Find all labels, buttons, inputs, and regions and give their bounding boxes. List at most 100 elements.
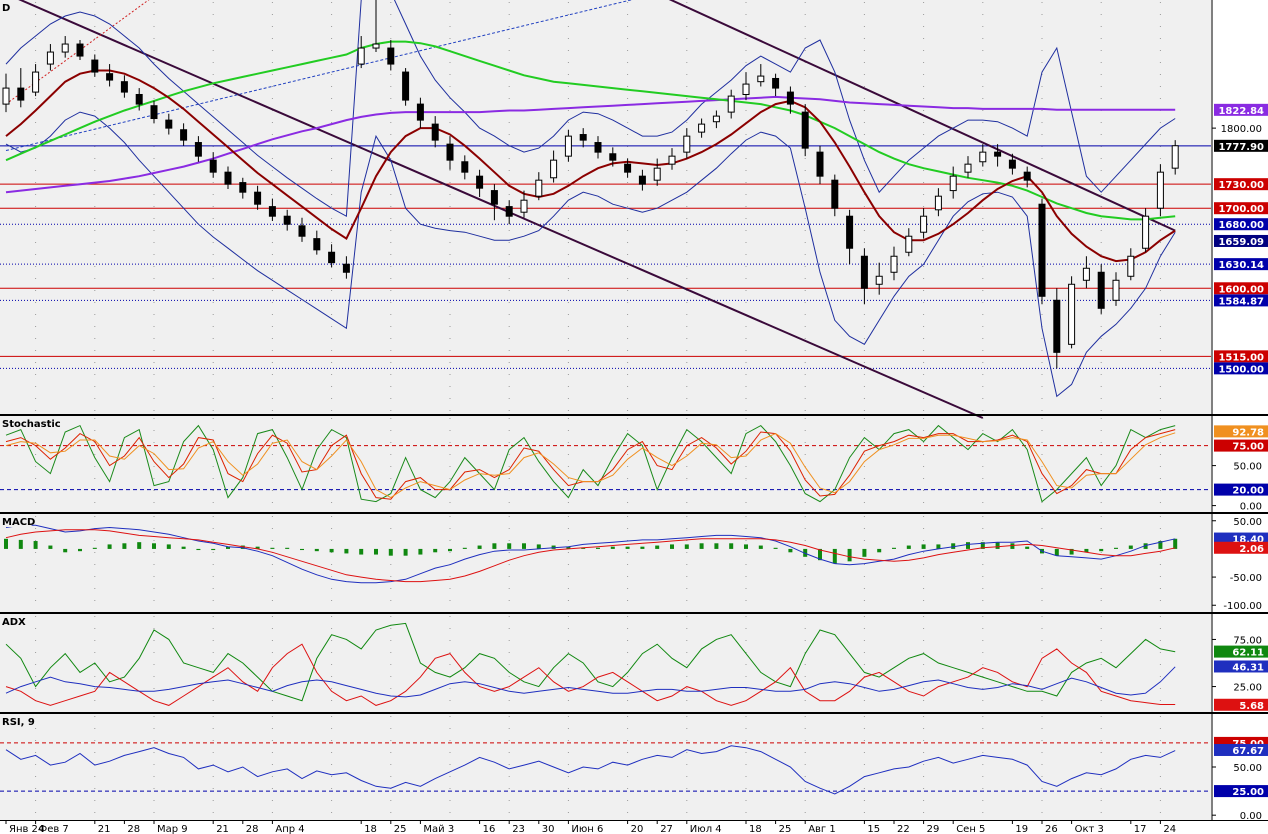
candle[interactable] [17,87,25,101]
badge-box [1214,660,1268,673]
candle[interactable] [2,87,10,105]
stochastic-panel[interactable]: 50.00 0.00 92.78 75.00 20.00 Stochastic [0,417,1268,513]
badge-value: 5.68 [1239,701,1264,712]
candle[interactable] [564,135,572,157]
candle[interactable] [91,59,99,73]
candle[interactable] [801,111,809,149]
candle[interactable] [1097,271,1105,309]
candle[interactable] [46,51,54,65]
candle[interactable] [1171,145,1179,169]
candle[interactable] [357,47,365,65]
candle[interactable] [727,95,735,113]
date-label: 26 [1045,824,1058,834]
candle[interactable] [268,206,276,217]
candle[interactable] [224,171,232,185]
candle[interactable] [994,151,1002,157]
badge-value: 1730.00 [1218,180,1264,191]
candle[interactable] [920,215,928,233]
badge-box [1214,532,1268,545]
candle[interactable] [1023,171,1031,181]
candle[interactable] [32,71,40,93]
candle[interactable] [1112,279,1120,301]
candle[interactable] [402,71,410,101]
candle[interactable] [1156,171,1164,209]
candle[interactable] [875,275,883,285]
candle[interactable] [772,77,780,89]
macd-panel[interactable]: 50.00 -50.00 -100.00 18.402.06 MACD [0,515,1268,612]
candle[interactable] [120,81,128,93]
badge-value: 1630.14 [1218,260,1264,271]
candle[interactable] [76,43,84,57]
candle[interactable] [1127,255,1135,277]
candle[interactable] [816,151,824,177]
candle[interactable] [1142,215,1150,249]
candle[interactable] [934,195,942,211]
candle[interactable] [638,175,646,185]
candle[interactable] [1008,159,1016,169]
macd-histogram-bar [211,548,216,551]
candle[interactable] [860,255,868,289]
candle[interactable] [239,182,247,193]
candle[interactable] [579,134,587,141]
date-label: 18 [749,824,762,834]
candle[interactable] [106,73,114,81]
candle[interactable] [535,179,543,197]
candle[interactable] [831,179,839,209]
candle[interactable] [61,43,69,53]
candle[interactable] [609,153,617,161]
price-panel[interactable]: 1800.00 1822.84 1777.90 1730.00 1700.00 1680.… [0,0,1268,419]
candle[interactable] [905,235,913,253]
candle[interactable] [505,206,513,217]
candle[interactable] [653,167,661,181]
candle[interactable] [194,142,202,157]
candle[interactable] [431,123,439,141]
candle[interactable] [461,161,469,173]
tick-label: -100.00 [1223,601,1262,612]
candle[interactable] [949,175,957,192]
candle[interactable] [757,75,765,83]
candle[interactable] [698,123,706,133]
candle[interactable] [135,93,143,105]
candle[interactable] [150,105,158,120]
macd-histogram-bar [1010,543,1015,549]
badge-value: 1659.09 [1218,237,1264,248]
candle[interactable] [476,175,484,189]
candle[interactable] [254,191,262,205]
candle[interactable] [298,225,306,237]
candle[interactable] [372,43,380,49]
candle[interactable] [209,159,217,173]
candle[interactable] [313,238,321,251]
candle[interactable] [846,215,854,249]
candle[interactable] [668,155,676,165]
candle[interactable] [683,135,691,153]
candle[interactable] [964,163,972,173]
candle[interactable] [416,103,424,121]
candle[interactable] [490,190,498,205]
candle[interactable] [520,199,528,213]
candle[interactable] [180,129,188,141]
candle[interactable] [786,91,794,105]
candle[interactable] [594,142,602,153]
candle[interactable] [387,47,395,65]
date-label: Апр 4 [275,824,304,834]
candle[interactable] [446,143,454,161]
candle[interactable] [979,151,987,163]
candle[interactable] [328,251,336,264]
candle[interactable] [550,159,558,179]
candle[interactable] [624,163,632,173]
candle[interactable] [1053,299,1061,353]
candle[interactable] [890,255,898,273]
adx-panel[interactable]: 75.00 25.00 62.11 46.31 5.68 ADX [0,615,1268,712]
candle[interactable] [165,119,173,129]
candle[interactable] [1038,203,1046,297]
candle[interactable] [712,115,720,123]
macd-histogram-bar [877,548,882,553]
candle[interactable] [1068,283,1076,345]
candle[interactable] [283,215,291,225]
candle[interactable] [742,83,750,95]
candle[interactable] [342,263,350,273]
candle[interactable] [1082,267,1090,281]
axis-value-badge: 25.00 [1214,785,1268,798]
